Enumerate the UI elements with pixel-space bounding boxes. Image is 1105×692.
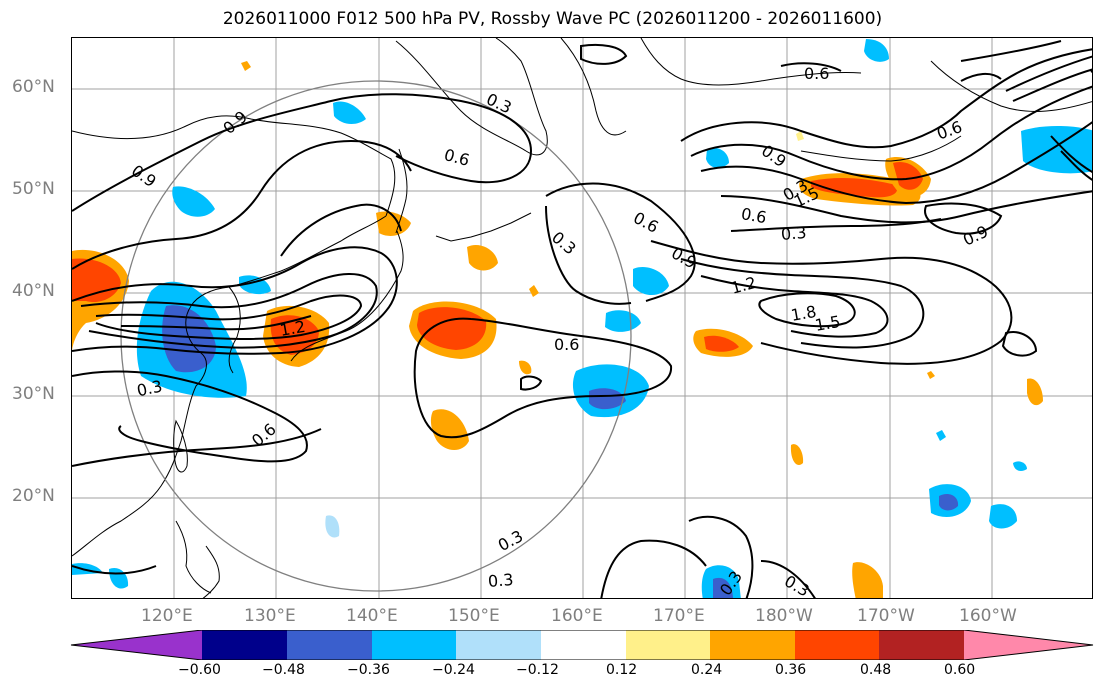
- contour-label: 0.3: [487, 570, 514, 591]
- contour-label: 1.5: [813, 312, 841, 335]
- contour-label: 0.3: [548, 228, 580, 259]
- map-svg: 0.9 0.3 0.6 0.9 0.6 0.3 1.2 0.3 0.6 0.6 …: [72, 38, 1092, 599]
- lat-label-20n: 20°N: [12, 486, 55, 506]
- lon-label-120e: 120°E: [141, 606, 193, 626]
- contour-label: 0.6: [630, 208, 661, 237]
- colorbar-tick-label: −0.48: [262, 662, 305, 678]
- lon-label-160e: 160°E: [551, 606, 603, 626]
- colorbar-tick-label: −0.12: [516, 662, 559, 678]
- lon-label-170e: 170°E: [653, 606, 705, 626]
- lat-label-30n: 30°N: [12, 384, 55, 404]
- pv-contours: [72, 40, 1092, 598]
- lon-label-170w: 170°W: [857, 606, 915, 626]
- colorbar-tick-label: −0.60: [178, 662, 221, 678]
- contour-label: 1.8: [789, 302, 817, 325]
- contour-label: 1.2: [729, 273, 759, 298]
- contour-label: 0.6: [442, 145, 472, 170]
- colorbar-tick-label: 0.60: [944, 662, 976, 678]
- positive-anomaly-shading: [72, 61, 1043, 598]
- contour-label: 0.9: [960, 222, 991, 250]
- colorbar-tick-label: 0.48: [860, 662, 892, 678]
- lon-label-150e: 150°E: [448, 606, 500, 626]
- lat-label-50n: 50°N: [12, 179, 55, 199]
- colorbar-tick-label: −0.24: [432, 662, 475, 678]
- colorbar-tick-label: −0.36: [347, 662, 390, 678]
- contour-label: 0.6: [804, 64, 829, 83]
- contour-label-group: 0.9 0.3 0.6 0.9 0.6 0.3 1.2 0.3 0.6 0.6 …: [128, 64, 991, 599]
- lat-label-40n: 40°N: [12, 281, 55, 301]
- contour-label: 0.6: [740, 204, 768, 227]
- map-panel: 0.9 0.3 0.6 0.9 0.6 0.3 1.2 0.3 0.6 0.6 …: [71, 37, 1093, 599]
- figure-title: 2026011000 F012 500 hPa PV, Rossby Wave …: [222, 9, 883, 29]
- contour-label: 0.3: [780, 223, 807, 244]
- contour-label: 0.3: [483, 89, 514, 117]
- colorbar-swatches: [71, 630, 1093, 660]
- lon-label-160w: 160°W: [959, 606, 1017, 626]
- colorbar-outline: [70, 630, 1094, 660]
- lon-label-140e: 140°E: [346, 606, 398, 626]
- contour-label: 0.6: [934, 117, 964, 144]
- contour-label: 1.2: [278, 317, 306, 340]
- contour-label: 0.6: [554, 335, 579, 354]
- colorbar-tick-label: 0.12: [606, 662, 638, 678]
- lon-label-180w: 180°W: [755, 606, 813, 626]
- coastlines: [72, 38, 1092, 598]
- contour-label: 0.3: [135, 376, 164, 400]
- colorbar: [70, 630, 1094, 660]
- contour-label: 0.9: [219, 107, 251, 138]
- colorbar-tick-label: 0.24: [691, 662, 723, 678]
- contour-label: 0.3: [781, 571, 813, 599]
- lon-label-130e: 130°E: [244, 606, 296, 626]
- contour-label: 0.3: [495, 526, 526, 555]
- lat-label-60n: 60°N: [12, 77, 55, 97]
- colorbar-tick-label: 0.36: [775, 662, 807, 678]
